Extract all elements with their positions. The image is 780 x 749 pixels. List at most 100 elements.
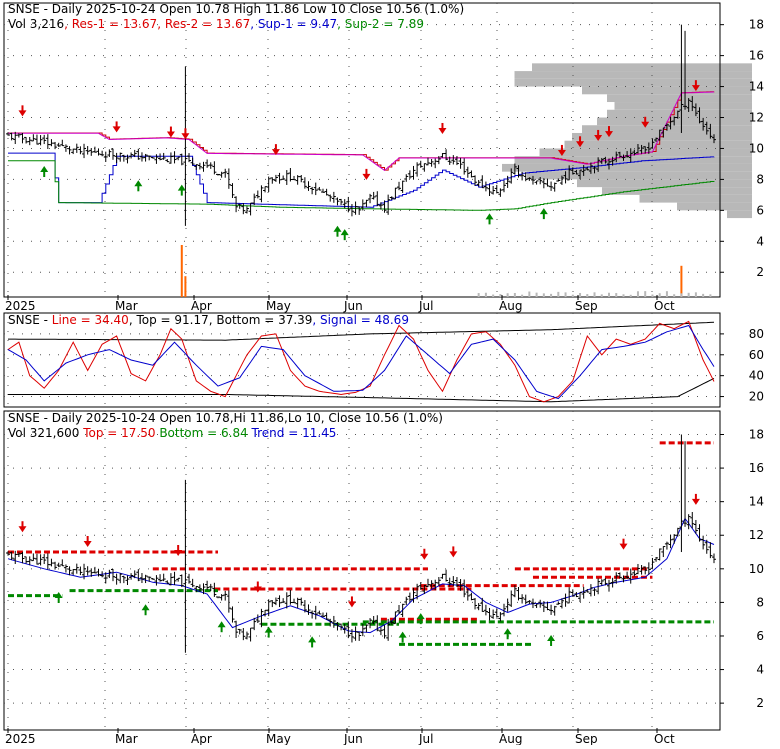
sell-arrow — [253, 581, 262, 593]
arrow-head — [641, 121, 650, 128]
volume-profile-bar — [677, 202, 752, 211]
sell-arrow — [641, 116, 650, 128]
buy-arrow — [416, 613, 425, 625]
y-tick-label: 20 — [749, 390, 764, 404]
arrow-head — [420, 553, 429, 560]
x-tick-label: Jun — [343, 732, 363, 745]
candlesticks — [6, 24, 716, 226]
legend-entry: Line = 34.40 — [52, 313, 129, 327]
sell-arrow — [271, 144, 280, 156]
buy-arrow — [40, 166, 49, 178]
legend-entry: , Top = 91.17 — [129, 313, 209, 327]
y-tick-label: 16 — [749, 49, 764, 63]
oscillator-panel-frame — [3, 312, 721, 408]
panel1-title: SNSE - Daily 2025-10-24 Open 10.78 High … — [8, 2, 464, 16]
arrow-head — [547, 634, 556, 641]
arrow-head — [264, 626, 273, 633]
buy-arrow — [177, 184, 186, 196]
sell-arrow — [605, 126, 614, 138]
volume-profile-bar — [514, 156, 752, 164]
y-tick-label: 6 — [756, 629, 764, 643]
panel1-legend: Vol 3,216, Res-1 = 13.67, Res-2 = 13.67,… — [8, 17, 424, 31]
volume-profile-bar — [577, 179, 752, 188]
oscillator-top-band — [8, 321, 715, 341]
trend-panel-frame — [3, 410, 721, 731]
legend-entry: , Bottom = 37.39 — [209, 313, 313, 327]
y-tick-label: 2 — [756, 696, 764, 710]
arrow-head — [449, 551, 458, 558]
y-tick-label: 14 — [749, 495, 764, 509]
y-tick-label: 12 — [749, 528, 764, 542]
arrow-head — [438, 127, 447, 134]
legend-entry: , Signal = 48.69 — [312, 313, 409, 327]
sell-arrow — [576, 136, 585, 148]
y-tick-label: 8 — [756, 595, 764, 609]
arrow-head — [18, 526, 27, 533]
sell-arrow — [449, 546, 458, 558]
arrow-head — [333, 225, 342, 232]
buy-arrow — [134, 180, 143, 192]
arrow-head — [141, 604, 150, 611]
arrow-head — [485, 213, 494, 220]
volume-profile-bar — [502, 163, 752, 172]
sell-arrow — [18, 105, 27, 117]
trend-line — [7, 517, 715, 634]
x-tick-label: Sep — [575, 732, 598, 745]
volume-profile-bar — [607, 94, 752, 103]
arrow-head — [181, 133, 190, 140]
arrow-head — [217, 621, 226, 628]
arrow-head — [362, 173, 371, 180]
oscillator-signal — [7, 324, 715, 400]
y-tick-label: 12 — [749, 111, 764, 125]
x-tick-label: Aug — [499, 299, 522, 313]
arrow-head — [54, 591, 63, 598]
buy-arrow — [141, 604, 150, 616]
y-tick-label: 4 — [756, 663, 764, 677]
y-tick-label: 10 — [749, 562, 764, 576]
buy-arrow — [340, 229, 349, 241]
sell-arrow — [619, 538, 628, 550]
arrow-head — [619, 543, 628, 550]
legend-entry: , Res-1 = 13.67 — [64, 17, 157, 31]
sell-arrow — [438, 122, 447, 134]
x-tick-label: May — [266, 732, 291, 745]
x-tick-label: Oct — [654, 732, 675, 745]
res-line-magenta — [8, 91, 715, 172]
arrow-head — [40, 166, 49, 173]
legend-entry: , Sup-1 = 9.47 — [250, 17, 337, 31]
buy-arrow — [485, 213, 494, 225]
arrow-head — [177, 184, 186, 191]
buy-arrow — [547, 634, 556, 646]
sell-arrow — [347, 596, 356, 608]
arrow-head — [398, 631, 407, 638]
sell-arrow — [112, 121, 121, 133]
panel3-title: SNSE - Daily 2025-10-24 Open 10.78,Hi 11… — [8, 411, 443, 425]
arrow-head — [134, 180, 143, 187]
sell-arrow — [420, 548, 429, 560]
y-tick-label: 14 — [749, 80, 764, 94]
y-tick-label: 18 — [749, 18, 764, 32]
legend-entry: SNSE - — [8, 313, 52, 327]
panel3-legend: Vol 321,600 Top = 17.50 Bottom = 6.84 Tr… — [8, 426, 336, 440]
arrow-head — [605, 131, 614, 138]
buy-arrow — [398, 631, 407, 643]
sell-arrow — [362, 168, 371, 180]
arrow-head — [174, 550, 183, 557]
arrow-head — [539, 208, 548, 215]
arrow-head — [576, 141, 585, 148]
volume-profile-bar — [514, 78, 752, 87]
y-tick-label: 80 — [749, 327, 764, 341]
x-tick-label: Apr — [191, 299, 212, 313]
x-tick-label: Jun — [343, 299, 363, 313]
y-tick-label: 10 — [749, 141, 764, 155]
buy-arrow — [308, 636, 317, 648]
legend-entry: , Res-2 = 13.67 — [157, 17, 250, 31]
x-tick-label: Jul — [418, 299, 433, 313]
arrow-head — [691, 85, 700, 92]
y-tick-label: 2 — [756, 265, 764, 279]
buy-arrow — [217, 621, 226, 633]
volume-profile-bar — [514, 71, 752, 79]
buy-arrow — [264, 626, 273, 638]
volume-profile-bar — [527, 171, 752, 180]
